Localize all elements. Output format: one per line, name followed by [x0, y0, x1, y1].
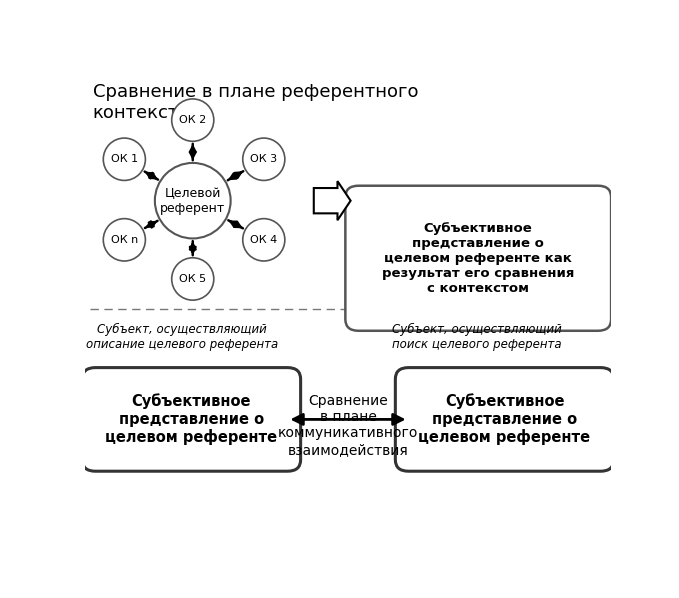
Text: Субъективное
представление о
целевом референте как
результат его сравнения
с кон: Субъективное представление о целевом реф…: [382, 222, 574, 295]
FancyBboxPatch shape: [82, 368, 301, 471]
Text: ОК 2: ОК 2: [179, 115, 206, 125]
Ellipse shape: [155, 163, 231, 239]
Ellipse shape: [103, 138, 145, 181]
Ellipse shape: [103, 219, 145, 261]
Text: ОК 4: ОК 4: [250, 235, 278, 245]
Text: Субъективное
представление о
целевом референте: Субъективное представление о целевом реф…: [105, 393, 278, 446]
Text: Субъективное
представление о
целевом референте: Субъективное представление о целевом реф…: [418, 393, 591, 446]
Text: ОК 1: ОК 1: [111, 154, 138, 164]
Text: Целевой
референт: Целевой референт: [160, 187, 225, 215]
Text: Сравнение в плане референтного
контекста: Сравнение в плане референтного контекста: [93, 83, 418, 122]
Ellipse shape: [243, 138, 285, 181]
Text: ОК 5: ОК 5: [179, 274, 206, 284]
FancyArrow shape: [314, 181, 350, 220]
FancyBboxPatch shape: [346, 186, 611, 331]
FancyBboxPatch shape: [395, 368, 614, 471]
Ellipse shape: [172, 258, 214, 300]
Ellipse shape: [243, 219, 285, 261]
Text: ОК n: ОК n: [111, 235, 138, 245]
Text: Сравнение
в плане
коммуникативного
взаимодействия: Сравнение в плане коммуникативного взаим…: [278, 394, 418, 457]
Text: Субъект, осуществляющий
поиск целевого референта: Субъект, осуществляющий поиск целевого р…: [392, 323, 562, 351]
Text: Субъект, осуществляющий
описание целевого референта: Субъект, осуществляющий описание целевог…: [86, 323, 278, 351]
Ellipse shape: [172, 99, 214, 141]
Text: ОК 3: ОК 3: [251, 154, 277, 164]
